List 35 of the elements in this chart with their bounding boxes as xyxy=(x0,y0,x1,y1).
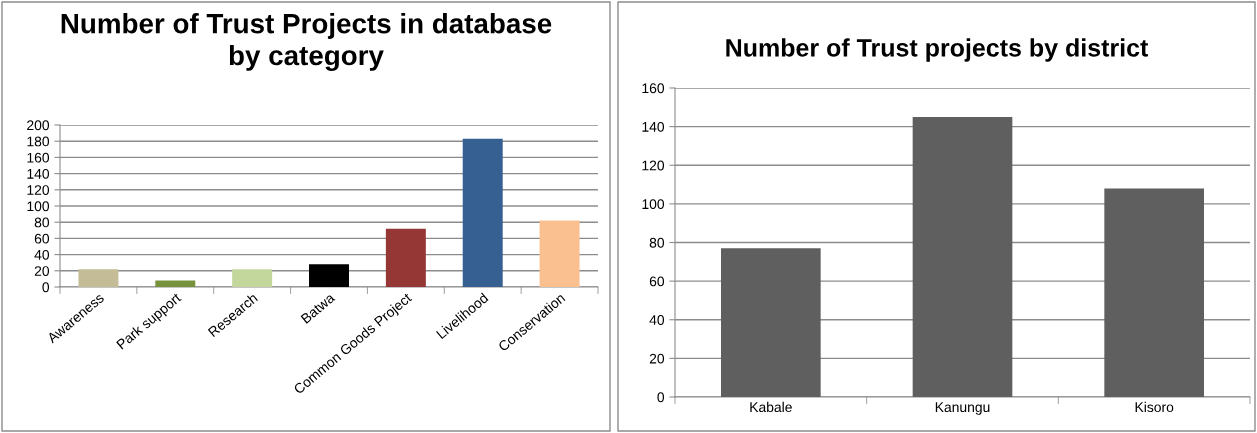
y-tick-label: 160 xyxy=(642,83,665,94)
bar xyxy=(721,248,821,397)
y-tick-label: 0 xyxy=(42,282,50,293)
y-tick-label: 160 xyxy=(27,152,50,163)
y-tick-label: 180 xyxy=(27,136,50,147)
bar xyxy=(385,228,426,287)
y-tick-label: 140 xyxy=(642,121,665,132)
y-tick-label: 140 xyxy=(27,168,50,179)
y-tick-label: 100 xyxy=(27,201,50,212)
y-tick-label: 0 xyxy=(657,392,665,403)
y-tick-label: 120 xyxy=(27,185,50,195)
y-tick-label: 60 xyxy=(34,233,50,244)
y-tick-label: 80 xyxy=(34,217,50,228)
bar xyxy=(912,116,1013,397)
y-tick-label: 60 xyxy=(649,276,665,287)
y-tick-label: 40 xyxy=(649,315,665,325)
bar xyxy=(539,220,580,287)
y-tick-label: 80 xyxy=(649,237,665,248)
y-tick-label: 120 xyxy=(642,160,665,171)
bar xyxy=(232,269,273,287)
y-tick-label: 20 xyxy=(649,353,665,364)
x-tick-label: Kisoro xyxy=(1135,401,1174,413)
bar xyxy=(462,138,503,287)
y-tick-label: 200 xyxy=(27,120,50,131)
chart-title: Number of Trust Projects in database by category xyxy=(61,13,552,71)
bar xyxy=(155,280,196,287)
x-tick-label: Kabale xyxy=(750,401,792,413)
y-tick-label: 100 xyxy=(642,199,665,210)
bar xyxy=(1104,188,1204,397)
y-tick-label: 40 xyxy=(34,249,50,260)
chart-title: Number of Trust projects by district xyxy=(726,38,1149,62)
y-tick-label: 20 xyxy=(34,266,50,276)
bar xyxy=(309,264,349,287)
x-tick-label: Kanungu xyxy=(935,402,990,415)
bar xyxy=(78,269,119,287)
